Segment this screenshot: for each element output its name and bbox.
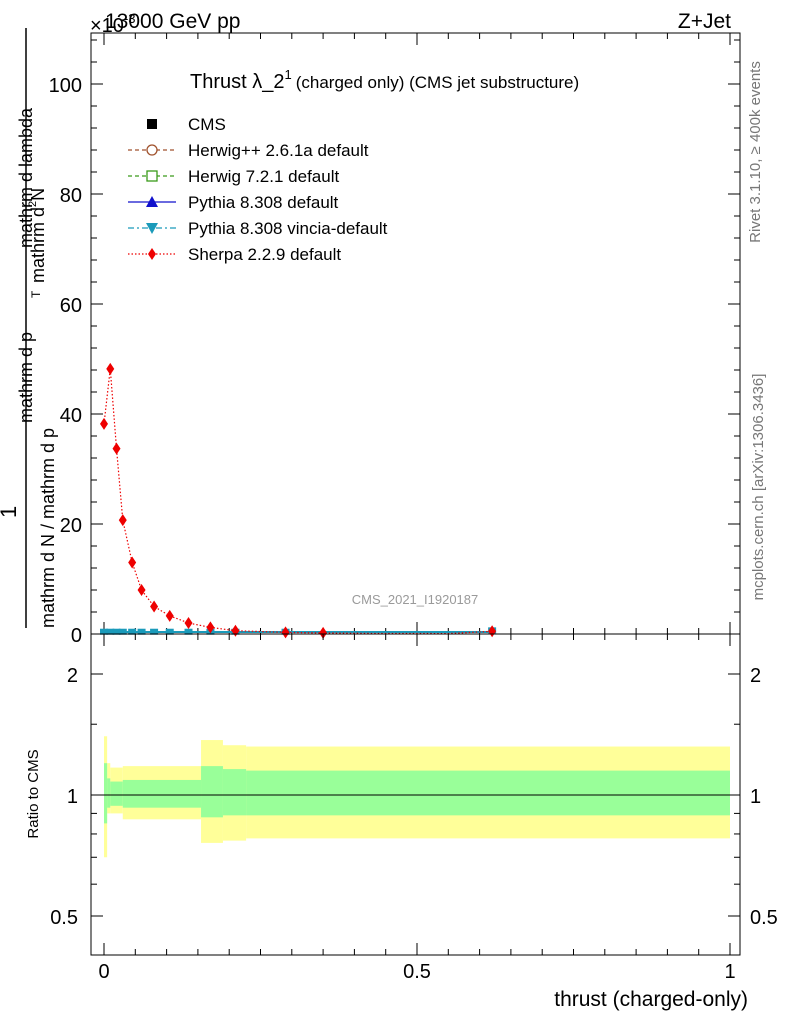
ratio-inner-band xyxy=(246,770,731,816)
cms-point xyxy=(106,628,115,635)
plot-title: Thrust λ_21 (charged only) (CMS jet subst… xyxy=(190,67,579,93)
ratio-y-axis: 0.5 0.5 1 1 2 2 xyxy=(50,665,778,929)
main-y-axis: 0 20 40 60 80 100 xyxy=(49,39,740,647)
ylabel-denominator-mid: mathrm d p xyxy=(16,332,36,423)
ratio-y-tick-label: 0.5 xyxy=(50,907,78,929)
sherpa-point xyxy=(137,584,146,596)
ratio-y-tick-label-right: 1 xyxy=(750,786,761,808)
ratio-inner-band xyxy=(122,779,202,808)
legend-label: Pythia 8.308 vincia-default xyxy=(188,219,388,238)
ratio-x-tick-label: 0 xyxy=(98,961,109,983)
main-y-tick-label: 80 xyxy=(60,185,82,207)
ylabel-numerator: mathrm d2N xyxy=(27,188,48,283)
ratio-x-tick-label: 1 xyxy=(724,961,735,983)
cms-point xyxy=(184,628,193,635)
legend-label: Pythia 8.308 default xyxy=(188,193,339,212)
sherpa-point xyxy=(106,362,115,375)
sherpa-point xyxy=(165,609,174,622)
ylabel-prefix: 1 xyxy=(0,506,21,518)
cms-point xyxy=(118,628,127,635)
main-plot-panel: 0 20 40 60 80 100 Thrust λ_21 (charged only) (… xyxy=(0,28,741,647)
exponent-label: ×10-3 xyxy=(90,11,136,37)
sherpa-point xyxy=(184,617,193,629)
cms-point xyxy=(150,628,159,635)
sherpa-point xyxy=(100,417,108,430)
legend-marker xyxy=(148,248,156,260)
ylabel-denominator-tail: mathrm d lambda xyxy=(16,107,36,248)
cms-point xyxy=(128,628,137,635)
sherpa-point xyxy=(118,514,127,527)
ratio-y-axis-label: Ratio to CMS xyxy=(25,749,42,838)
legend-label: CMS xyxy=(188,115,226,134)
ratio-plot-panel: 0.5 0.51 12 2 0 0.5 1 Ratio to CMS thrust (ch… xyxy=(25,633,778,1011)
cms-point xyxy=(112,628,121,635)
ratio-y-tick-label: 2 xyxy=(67,665,78,687)
legend-marker xyxy=(146,170,158,182)
main-y-tick-label: 0 xyxy=(71,625,82,647)
process-label: Z+Jet xyxy=(678,10,731,33)
legend-marker xyxy=(146,144,158,156)
main-y-tick-label: 20 xyxy=(60,515,82,537)
ylabel-sub: T xyxy=(29,290,43,298)
ratio-inner-band xyxy=(222,769,247,816)
sherpa-series xyxy=(100,362,497,639)
main-y-tick-label: 100 xyxy=(49,75,82,97)
legend-label: Herwig 7.2.1 default xyxy=(188,167,339,186)
legend-label: Sherpa 2.2.9 default xyxy=(188,245,341,264)
cms-point xyxy=(165,628,174,635)
sherpa-point xyxy=(112,442,121,455)
ratio-inner-band xyxy=(201,766,223,818)
ratio-y-tick-label-right: 0.5 xyxy=(750,907,778,929)
ratio-bands xyxy=(104,736,731,858)
sherpa-point xyxy=(319,626,328,639)
watermark: CMS_2021_I1920187 xyxy=(352,592,479,607)
sherpa-point xyxy=(488,625,497,638)
ratio-y-tick-label-right: 2 xyxy=(750,665,761,687)
main-y-axis-label: 1 mathrm d N / mathrm d p mathrm d2N mat… xyxy=(0,28,58,628)
ratio-x-tick-label: 0.5 xyxy=(403,961,431,983)
sherpa-point xyxy=(128,556,137,569)
ratio-inner-band xyxy=(104,763,108,824)
energy-label: 13000 GeV pp xyxy=(105,10,240,33)
ratio-inner-band xyxy=(110,781,123,806)
legend-marker xyxy=(146,223,158,234)
ratio-inner-band xyxy=(107,778,111,808)
sherpa-point xyxy=(206,621,215,634)
mcplots-label: mcplots.cern.ch [arXiv:1306.3436] xyxy=(750,374,767,601)
x-axis-label: thrust (charged-only) xyxy=(554,988,748,1011)
legend-label: Herwig++ 2.6.1a default xyxy=(188,141,369,160)
legend: CMS Herwig++ 2.6.1a default Herwig 7.2.1 d… xyxy=(128,115,388,264)
sherpa-point xyxy=(150,600,159,613)
legend-marker xyxy=(147,119,157,129)
cms-point xyxy=(137,628,146,635)
legend-marker xyxy=(146,196,158,207)
main-y-tick-label: 40 xyxy=(60,405,82,427)
ylabel-denominator: mathrm d N / mathrm d p xyxy=(38,428,58,628)
main-y-tick-label: 60 xyxy=(60,295,82,317)
ratio-x-axis: 0 0.5 1 xyxy=(98,634,736,983)
sherpa-point xyxy=(231,624,240,637)
cms-point xyxy=(100,628,108,635)
ratio-y-tick-label: 1 xyxy=(67,786,78,808)
sherpa-point xyxy=(281,626,290,639)
rivet-label: Rivet 3.1.10, ≥ 400k events xyxy=(747,61,764,243)
